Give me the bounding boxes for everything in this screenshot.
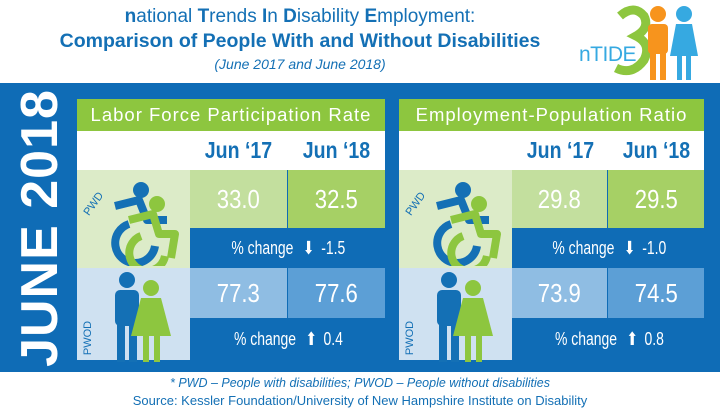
main-title: national Trends In Disability Employment… xyxy=(40,6,560,28)
ntide-logo xyxy=(613,5,698,80)
pwod-jun17-value: 77.3 xyxy=(190,268,287,318)
arrow-up-icon: ⬆ xyxy=(626,329,639,349)
col-jun18: Jun ‘18 xyxy=(302,137,370,163)
title-word: isability xyxy=(296,6,365,27)
vertical-date-label: JUNE 2018 xyxy=(11,89,69,367)
pwd-jun17-value: 29.8 xyxy=(512,170,607,228)
wheelchair-icon xyxy=(417,176,507,275)
change-label: % change xyxy=(231,238,294,258)
change-label: % change xyxy=(234,329,297,349)
wheelchair-icon xyxy=(95,176,185,275)
people-icon xyxy=(423,270,503,367)
pwod-jun18-value: 74.5 xyxy=(608,268,704,318)
col-jun17: Jun ‘17 xyxy=(526,137,595,163)
pwod-change: % change ⬆ 0.8 xyxy=(512,318,704,360)
pwod-icon-area: PWOD xyxy=(399,268,512,362)
change-value: -1.5 xyxy=(321,238,346,258)
subtitle: Comparison of People With and Without Di… xyxy=(59,30,541,52)
value: 77.3 xyxy=(216,278,260,308)
arrow-down-icon: ⬇ xyxy=(623,238,636,258)
change-value: 0.8 xyxy=(644,329,664,349)
pwod-label: PWOD xyxy=(404,320,417,356)
title-initial: D xyxy=(283,6,297,27)
arrow-down-icon: ⬇ xyxy=(303,238,315,258)
pwd-jun18-value: 32.5 xyxy=(287,170,385,228)
title-initial: n xyxy=(124,6,137,27)
col-jun18: Jun ‘18 xyxy=(622,137,691,163)
pwd-icon-area: PWD xyxy=(77,170,190,275)
panel-title: Employment-Population Ratio xyxy=(399,99,704,131)
title-word: ational xyxy=(136,6,198,27)
date-range: (June 2017 and June 2018) xyxy=(214,56,386,72)
title-initial: E xyxy=(364,6,378,27)
footnote: * PWD – People with disabilities; PWOD –… xyxy=(169,376,551,390)
pwod-jun17-value: 73.9 xyxy=(512,268,607,318)
pwod-icon-area: PWOD xyxy=(77,268,190,362)
title-word: n xyxy=(267,6,284,27)
value: 33.0 xyxy=(216,184,260,214)
pwd-icon-area: PWD xyxy=(399,170,512,275)
pwod-label: PWOD xyxy=(82,320,95,356)
value: 29.8 xyxy=(537,184,582,214)
title-initial: I xyxy=(261,6,268,27)
change-label: % change xyxy=(552,238,615,258)
col-jun17: Jun ‘17 xyxy=(204,137,273,163)
value: 29.5 xyxy=(634,184,678,214)
source: Source: Kessler Foundation/University of… xyxy=(132,393,588,408)
pwod-change: % change ⬆ 0.4 xyxy=(190,318,385,360)
pwd-change: % change ⬇ -1.5 xyxy=(190,228,385,268)
labor-force-panel: Labor Force Participation Rate Jun ‘17 J… xyxy=(77,99,385,362)
title-initial: T xyxy=(197,6,210,27)
panel-title: Labor Force Participation Rate xyxy=(77,99,385,131)
value: 73.9 xyxy=(537,278,582,308)
pwd-change: % change ⬇ -1.0 xyxy=(512,228,704,268)
pwd-jun18-value: 29.5 xyxy=(608,170,704,228)
value: 74.5 xyxy=(634,278,678,308)
title-word: rends xyxy=(209,6,262,27)
people-icon xyxy=(101,270,181,367)
title-word: mployment: xyxy=(377,6,476,27)
column-header-row: Jun ‘17 Jun ‘18 xyxy=(77,131,385,170)
change-value: -1.0 xyxy=(642,238,667,258)
arrow-up-icon: ⬆ xyxy=(305,329,318,349)
value: 32.5 xyxy=(314,184,358,214)
pwod-jun18-value: 77.6 xyxy=(287,268,385,318)
logo-text: nTIDE xyxy=(579,43,637,66)
value: 77.6 xyxy=(314,278,358,308)
column-header-row: Jun ‘17 Jun ‘18 xyxy=(399,131,704,170)
change-label: % change xyxy=(554,329,617,349)
pwd-jun17-value: 33.0 xyxy=(190,170,287,228)
change-value: 0.4 xyxy=(324,329,344,349)
employment-population-panel: Employment-Population Ratio Jun ‘17 Jun … xyxy=(399,99,704,362)
